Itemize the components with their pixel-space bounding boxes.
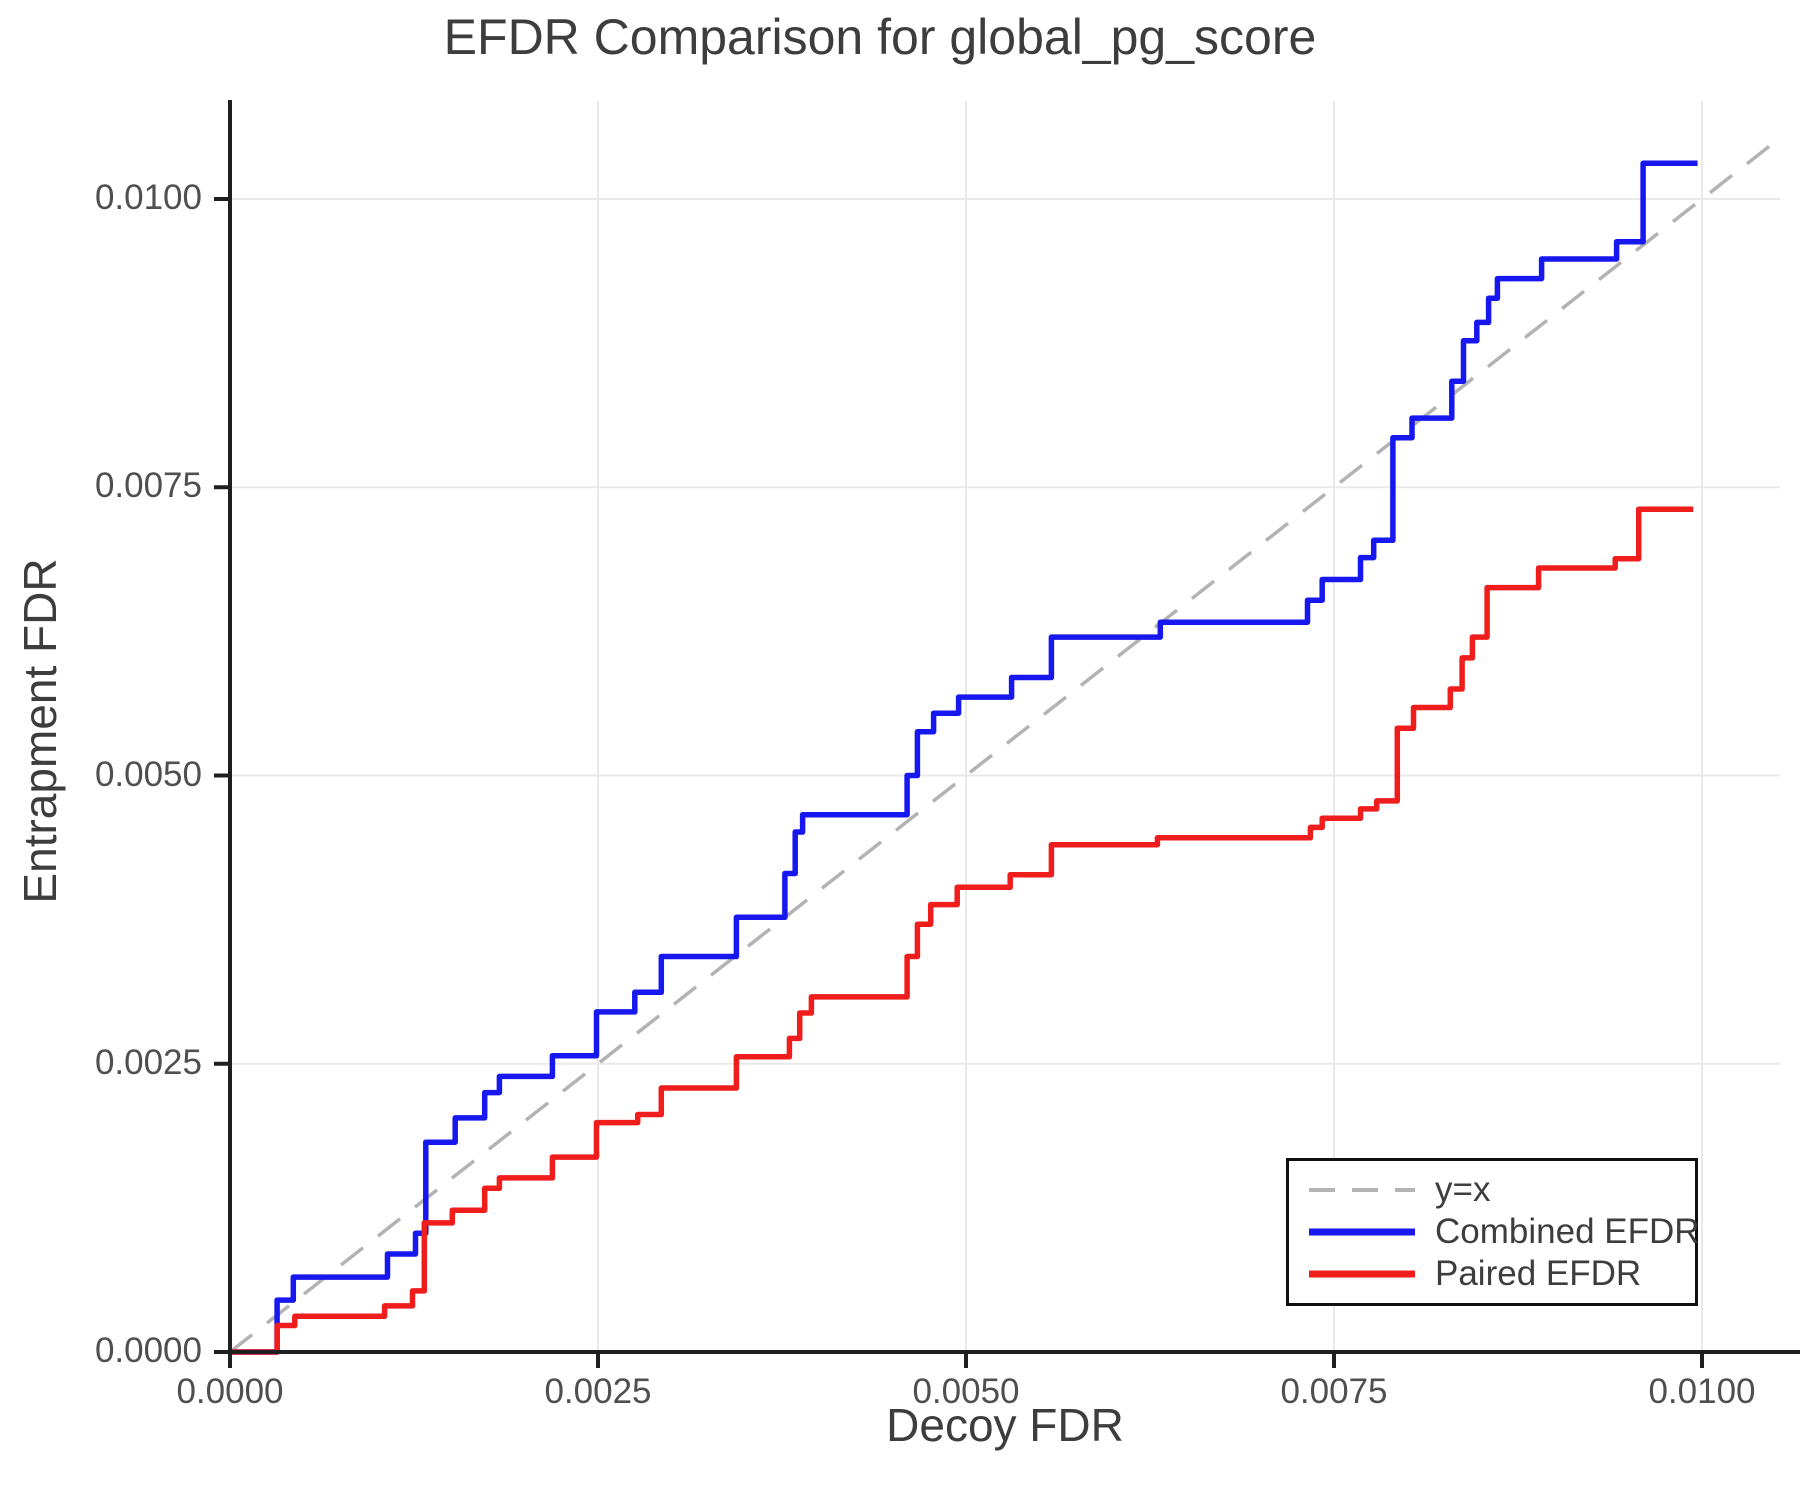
legend-row-paired: Paired EFDR [1309, 1254, 1695, 1294]
x-tick-label: 0.0000 [176, 1372, 284, 1411]
legend-label-paired: Paired EFDR [1435, 1254, 1642, 1293]
combined-line-sample [1309, 1228, 1415, 1236]
chart-title: EFDR Comparison for global_pg_score [443, 9, 1317, 65]
y-tick-label: 0.0075 [94, 466, 202, 506]
legend-row-identity: y=x [1309, 1170, 1695, 1210]
legend: y=x Combined EFDR Paired EFDR [1286, 1158, 1700, 1306]
y-tick-label: 0.0025 [94, 1042, 202, 1082]
legend-label-identity: y=x [1435, 1170, 1491, 1209]
legend-label-combined: Combined EFDR [1435, 1212, 1700, 1251]
x-tick-label: 0.0050 [912, 1372, 1020, 1411]
plot-canvas [214, 100, 1800, 1368]
y-tick-label: 0.0000 [94, 1331, 202, 1370]
paired-efdr-line [230, 506, 1694, 1355]
y-tick-label: 0.0050 [94, 754, 202, 794]
legend-row-combined: Combined EFDR [1309, 1212, 1700, 1252]
x-tick-label: 0.0075 [1280, 1372, 1388, 1411]
x-tick-label: 0.0100 [1648, 1372, 1756, 1411]
x-axis-label: Decoy FDR [886, 1399, 1124, 1451]
x-tick-label: 0.0025 [544, 1372, 652, 1411]
paired-line-sample [1309, 1270, 1415, 1278]
y-tick-label: 0.0100 [94, 178, 202, 217]
y-axis-label: Entrapment FDR [14, 558, 66, 904]
combined-efdr-line [230, 160, 1698, 1355]
identity-line-sample [1309, 1188, 1415, 1192]
